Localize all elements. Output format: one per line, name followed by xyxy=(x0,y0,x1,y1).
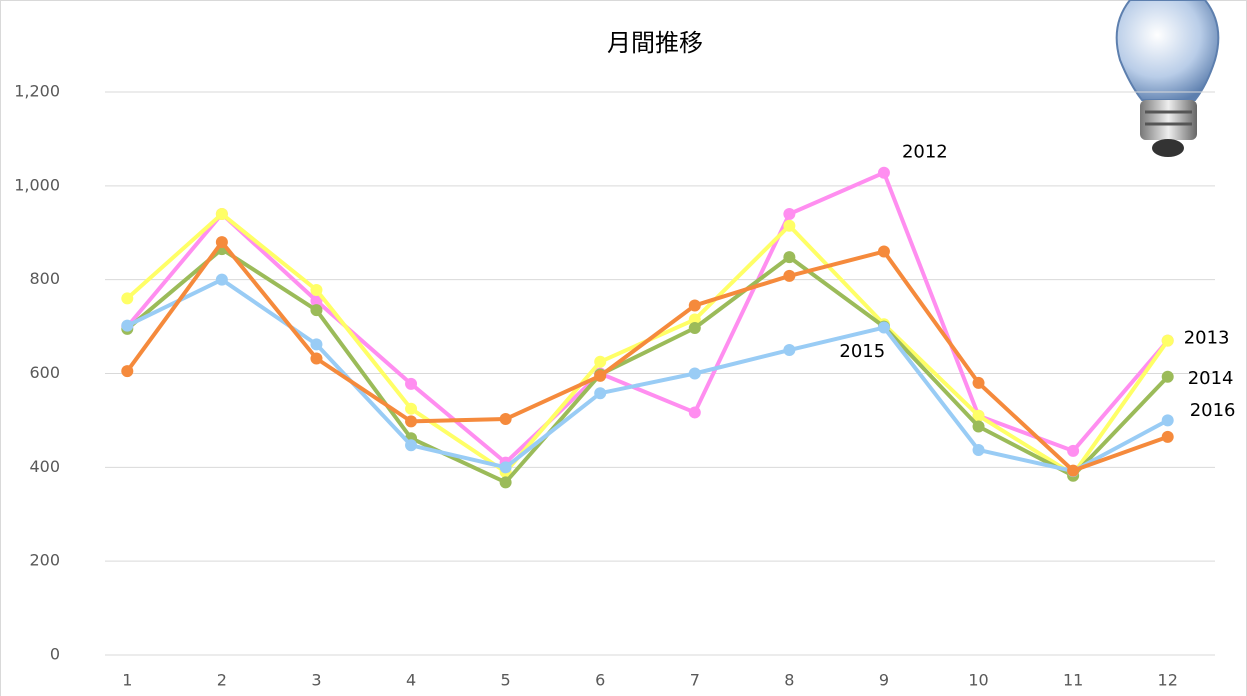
data-point xyxy=(121,365,134,378)
data-point xyxy=(783,344,796,357)
series-label: 2013 xyxy=(1184,328,1230,349)
x-tick-label: 5 xyxy=(501,671,511,690)
y-tick-label: 800 xyxy=(29,269,60,288)
y-tick-label: 600 xyxy=(29,363,60,382)
data-point xyxy=(972,443,985,456)
data-point xyxy=(877,166,890,179)
data-point xyxy=(783,269,796,282)
data-point xyxy=(215,207,228,220)
data-point xyxy=(405,439,418,452)
data-point xyxy=(783,251,796,264)
y-tick-label: 1,200 xyxy=(14,82,60,101)
chart-title: 月間推移 xyxy=(607,29,703,57)
x-tick-label: 11 xyxy=(1063,671,1083,690)
x-tick-label: 3 xyxy=(311,671,321,690)
series-line xyxy=(125,170,1170,465)
data-point xyxy=(877,245,890,258)
data-point xyxy=(1067,464,1080,477)
data-point xyxy=(310,283,323,296)
data-point xyxy=(1161,334,1174,347)
data-point xyxy=(688,299,701,312)
series-label: 2012 xyxy=(902,142,948,163)
x-tick-label: 10 xyxy=(968,671,988,690)
series-label: 2014 xyxy=(1188,368,1234,389)
x-tick-label: 7 xyxy=(690,671,700,690)
data-point xyxy=(121,292,134,305)
data-point xyxy=(310,304,323,317)
data-point xyxy=(783,207,796,220)
data-point xyxy=(215,236,228,249)
data-point xyxy=(688,406,701,419)
x-tick-label: 2 xyxy=(217,671,227,690)
data-point xyxy=(1161,430,1174,443)
data-point xyxy=(1161,370,1174,383)
x-tick-label: 1 xyxy=(122,671,132,690)
lightbulb-icon xyxy=(1115,0,1220,157)
data-point xyxy=(310,352,323,365)
data-point xyxy=(688,313,701,326)
data-point xyxy=(405,377,418,390)
data-point xyxy=(594,355,607,368)
data-point xyxy=(310,338,323,351)
series-label: 2016 xyxy=(1190,400,1236,421)
x-tick-label: 6 xyxy=(595,671,605,690)
data-point xyxy=(405,415,418,428)
y-tick-label: 400 xyxy=(29,457,60,476)
data-point xyxy=(121,319,134,332)
data-point xyxy=(310,294,323,307)
data-point xyxy=(688,321,701,334)
series-line xyxy=(126,277,1169,474)
series-label: 2015 xyxy=(839,341,885,362)
data-point xyxy=(405,402,418,415)
data-point xyxy=(1067,444,1080,457)
y-tick-label: 200 xyxy=(29,551,60,570)
y-tick-label: 1,000 xyxy=(14,175,60,194)
data-point xyxy=(877,321,890,334)
data-point xyxy=(972,420,985,433)
x-tick-label: 8 xyxy=(784,671,794,690)
data-point xyxy=(688,367,701,380)
data-point xyxy=(499,413,512,426)
data-point xyxy=(972,376,985,389)
data-point xyxy=(499,476,512,489)
y-tick-label: 0 xyxy=(50,645,60,664)
series-line xyxy=(125,240,1169,473)
data-point xyxy=(594,369,607,382)
data-point xyxy=(215,273,228,286)
x-tick-label: 12 xyxy=(1158,671,1178,690)
data-point xyxy=(972,409,985,422)
data-point xyxy=(499,461,512,474)
series-line xyxy=(126,247,1170,485)
data-point xyxy=(594,387,607,400)
data-point xyxy=(783,219,796,232)
x-tick-label: 9 xyxy=(879,671,889,690)
data-point xyxy=(1161,414,1174,427)
x-tick-label: 4 xyxy=(406,671,416,690)
